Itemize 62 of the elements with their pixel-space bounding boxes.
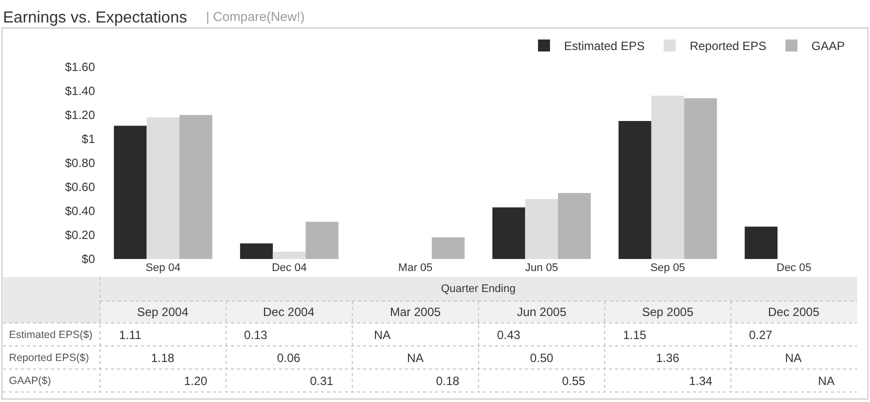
data-label: 1.36 xyxy=(656,351,680,365)
data-label: 0.31 xyxy=(310,374,334,388)
bar xyxy=(306,222,338,259)
x-tick-label: Dec 04 xyxy=(272,262,307,274)
bar xyxy=(272,252,306,259)
bar xyxy=(432,237,465,259)
text: Dec 2005 xyxy=(768,305,820,319)
bar xyxy=(744,226,778,259)
text: Dec 2004 xyxy=(263,305,315,319)
bar xyxy=(558,193,591,259)
text: Mar 2005 xyxy=(390,305,442,319)
data-label: 1.11 xyxy=(119,328,142,342)
text: Sep 2004 xyxy=(137,305,189,319)
bar xyxy=(179,115,212,259)
data-label: 0.50 xyxy=(530,351,554,365)
legend-label: Reported EPS xyxy=(690,39,766,54)
x-tick-label: Sep 04 xyxy=(146,262,181,274)
bar xyxy=(684,98,717,259)
data-label: 0.13 xyxy=(244,328,268,342)
y-tick-label: $1 xyxy=(82,132,96,146)
y-tick-label: $0.60 xyxy=(64,180,96,194)
bar xyxy=(492,207,526,259)
text: NA xyxy=(785,351,802,365)
data-label: 0.55 xyxy=(562,374,586,388)
data-label: 1.18 xyxy=(151,351,175,365)
data-label: 1.34 xyxy=(689,374,713,388)
chart-subtitle: | Compare(New!) xyxy=(206,9,305,24)
text: Sep 2005 xyxy=(642,305,694,319)
text: Quarter Ending xyxy=(441,283,516,295)
data-label: 0.43 xyxy=(497,328,521,342)
text: Jun 2005 xyxy=(517,305,567,319)
bar xyxy=(114,126,147,259)
bar xyxy=(525,199,558,259)
x-tick-label: Mar 05 xyxy=(398,262,433,274)
y-tick-label: $0 xyxy=(82,252,96,266)
text: NA xyxy=(818,374,835,388)
text: GAAP($) xyxy=(9,375,52,387)
text: NA xyxy=(374,328,391,342)
data-label: 1.20 xyxy=(184,374,208,388)
x-tick-label: Dec 05 xyxy=(776,262,812,274)
y-tick-label: $0.20 xyxy=(64,228,96,242)
data-label: 0.06 xyxy=(277,351,301,365)
text: Estimated EPS($) xyxy=(9,329,92,341)
data-label: 1.15 xyxy=(623,328,647,342)
text: NA xyxy=(407,351,424,365)
bar xyxy=(651,96,684,259)
x-tick-label: Jun 05 xyxy=(525,262,558,274)
bar xyxy=(618,121,652,259)
y-tick-label: $0.80 xyxy=(64,156,96,170)
bar xyxy=(240,243,273,259)
text: Reported EPS($) xyxy=(9,352,89,364)
x-tick-label: Sep 05 xyxy=(650,262,686,274)
data-label: 0.27 xyxy=(749,328,773,342)
legend-label: GAAP xyxy=(811,39,845,54)
y-tick-label: $1.20 xyxy=(64,108,96,122)
data-label: 0.18 xyxy=(436,374,460,388)
y-tick-label: $1.40 xyxy=(64,84,96,98)
bar xyxy=(146,117,180,259)
legend-label: Estimated EPS xyxy=(564,39,645,54)
chart-title: Earnings vs. Expectations xyxy=(3,10,188,27)
y-tick-label: $1.60 xyxy=(64,60,96,74)
y-tick-label: $0.40 xyxy=(64,204,96,218)
